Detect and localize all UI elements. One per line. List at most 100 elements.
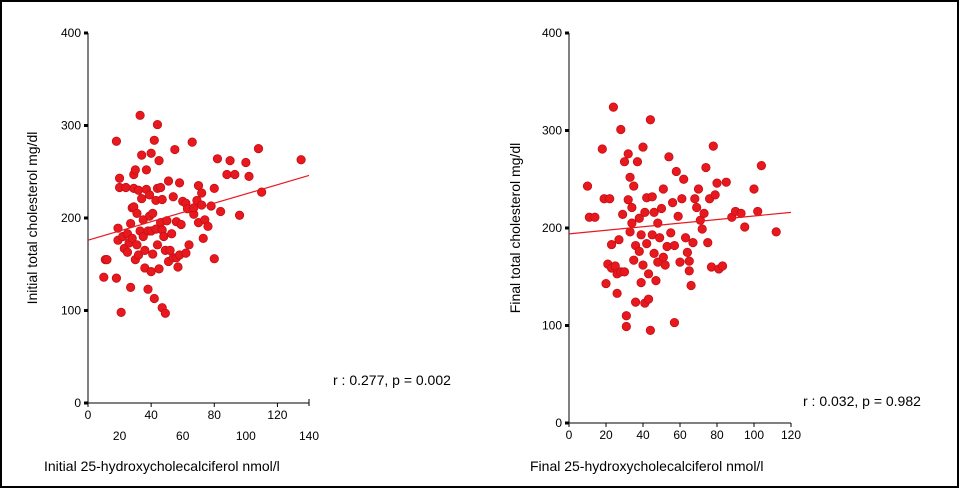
left-y-tick-label: 100	[61, 304, 81, 318]
left-data-point	[132, 240, 142, 250]
right-data-point	[629, 255, 639, 265]
left-data-point	[152, 119, 163, 130]
right-data-point	[684, 266, 694, 276]
right-data-point	[645, 115, 656, 125]
left-data-point	[159, 231, 169, 242]
right-data-point	[667, 198, 678, 208]
right-data-point	[614, 235, 624, 245]
right-x-tick-label: 120	[781, 428, 801, 442]
left-data-point	[149, 293, 159, 304]
right-data-point	[647, 192, 657, 202]
left-data-point	[135, 110, 145, 120]
left-data-point	[121, 182, 131, 193]
right-y-tick-label: 200	[542, 221, 562, 235]
left-data-point	[244, 171, 254, 181]
right-data-point	[625, 227, 635, 237]
left-data-point	[146, 148, 156, 158]
right-data-point	[632, 157, 643, 167]
left-data-point	[141, 165, 152, 175]
left-y-tick-label: 400	[61, 26, 81, 40]
left-y-ticks: 0 100 200 300 400	[61, 26, 88, 410]
right-data-point	[625, 172, 635, 182]
right-data-point	[671, 166, 681, 177]
left-data-point	[146, 267, 156, 277]
left-data-point	[114, 173, 125, 183]
right-data-point	[721, 177, 731, 187]
left-data-point	[143, 284, 153, 294]
right-data-point	[623, 149, 633, 159]
right-data-point	[582, 181, 593, 191]
right-data-point	[649, 207, 659, 217]
right-data-point	[590, 212, 600, 222]
right-data-point	[690, 194, 700, 204]
right-data-point	[717, 261, 728, 271]
left-data-point	[181, 248, 191, 258]
left-data-point	[157, 194, 167, 205]
left-data-point	[122, 247, 133, 257]
left-data-point	[173, 262, 183, 272]
right-data-point	[756, 161, 767, 171]
right-data-point	[619, 157, 630, 167]
right-data-point	[627, 202, 637, 213]
right-data-point	[677, 194, 687, 204]
left-x-tick-label-lower: 60	[176, 429, 190, 443]
right-data-point	[669, 317, 680, 328]
right-data-point	[701, 162, 711, 173]
right-data-point	[619, 267, 630, 277]
right-data-point	[679, 174, 689, 184]
right-data-point	[675, 257, 685, 267]
left-data-point	[203, 221, 213, 231]
right-x-axis-title: Final 25-hydroxycholecalciferol nmol/l	[530, 458, 763, 474]
left-x-tick-label-upper: 0	[85, 408, 92, 422]
right-data-point	[692, 202, 702, 213]
right-data-point	[749, 184, 759, 194]
right-x-tick-label: 60	[673, 428, 687, 442]
right-data-point	[612, 288, 622, 298]
left-data-point	[154, 156, 164, 166]
right-data-point	[740, 222, 750, 232]
left-y-tick-label: 0	[74, 396, 81, 410]
left-data-point	[234, 210, 245, 220]
left-data-point	[176, 219, 186, 230]
left-x-tick-label-upper: 40	[144, 408, 158, 422]
right-data-point	[643, 294, 654, 304]
right-x-tick-label: 100	[744, 428, 764, 442]
left-data-point	[154, 264, 164, 274]
left-y-tick-label: 300	[61, 119, 81, 133]
left-data-point	[132, 208, 142, 218]
right-stat-annotation: r : 0.032, p = 0.982	[803, 393, 921, 409]
left-data-point	[149, 135, 159, 145]
right-y-tick-label: 100	[542, 319, 562, 333]
right-data-point	[640, 207, 650, 217]
right-data-point	[634, 213, 644, 223]
left-y-tick-label: 200	[61, 211, 81, 225]
right-data-point	[605, 194, 615, 204]
left-data-points	[99, 110, 306, 318]
right-x-tick-label: 80	[710, 428, 724, 442]
right-data-point	[643, 269, 654, 279]
left-x-axis-title: Initial 25-hydroxycholecalciferol nmol/l	[44, 458, 280, 474]
right-scatter-chart: 0 100 200 300 400 0 20 40 60 80 100 120 Final tota…	[507, 26, 921, 474]
left-data-point	[198, 233, 208, 243]
left-data-point	[160, 308, 170, 318]
left-data-point	[130, 165, 140, 175]
right-y-axis-title: Final total cholesterol mg/dl	[507, 143, 523, 313]
right-data-point	[629, 181, 639, 191]
left-data-point	[184, 240, 194, 250]
right-data-point	[699, 208, 709, 218]
left-y-axis-title: Initial total cholesterol mg/dl	[24, 132, 40, 305]
left-data-point	[116, 307, 126, 317]
right-data-point	[634, 246, 644, 256]
right-data-points	[582, 102, 781, 335]
right-data-point	[753, 206, 763, 217]
left-x-tick-label-upper: 80	[208, 408, 222, 422]
right-data-point	[601, 278, 611, 289]
left-data-point	[168, 192, 178, 202]
left-data-point	[111, 273, 122, 283]
left-x-tick-label-lower: 140	[299, 429, 319, 443]
left-stat-annotation: r : 0.277, p = 0.002	[333, 372, 451, 388]
left-data-point	[225, 156, 235, 166]
left-data-point	[152, 240, 163, 250]
right-data-point	[616, 124, 626, 135]
